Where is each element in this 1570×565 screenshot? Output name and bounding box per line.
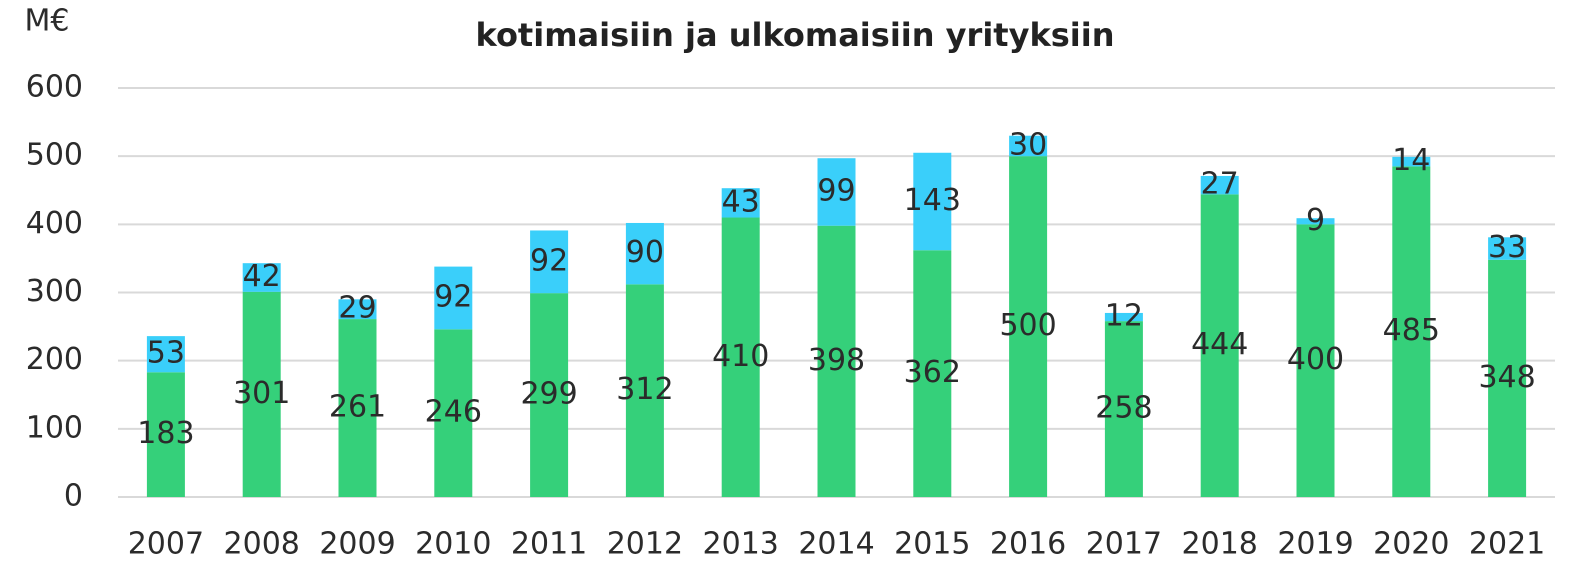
data-label: 246 — [425, 395, 482, 430]
y-axis-label: M€ — [25, 4, 70, 39]
data-label: 33 — [1488, 230, 1526, 265]
x-tick-label: 2008 — [224, 527, 300, 562]
bar-segment — [913, 250, 952, 497]
x-tick-label: 2014 — [798, 527, 874, 562]
x-tick-label: 2018 — [1182, 527, 1258, 562]
bar-segment — [338, 319, 377, 497]
data-label: 398 — [808, 343, 865, 378]
y-tick-label: 200 — [26, 342, 83, 377]
data-label: 27 — [1201, 167, 1239, 202]
data-label: 92 — [530, 243, 568, 278]
y-tick-label: 600 — [26, 70, 83, 105]
x-tick-label: 2007 — [128, 527, 204, 562]
y-tick-label: 100 — [26, 410, 83, 445]
bar-segment — [434, 266, 473, 330]
data-label: 183 — [137, 416, 194, 451]
bar-segment — [530, 293, 569, 497]
data-label: 500 — [999, 308, 1056, 343]
x-tick-label: 2017 — [1086, 527, 1162, 562]
data-label: 362 — [904, 355, 961, 390]
bar-segment — [1296, 218, 1335, 225]
y-tick-label: 300 — [26, 274, 83, 309]
bar-segment — [1104, 312, 1143, 322]
bar-segment — [338, 299, 377, 320]
bar-segment — [1488, 259, 1527, 497]
bar-segment — [434, 329, 473, 497]
bar-segment — [913, 152, 952, 251]
data-label: 299 — [520, 377, 577, 412]
data-label: 312 — [616, 372, 673, 407]
bar-segment — [625, 284, 664, 497]
x-tick-label: 2011 — [511, 527, 587, 562]
data-label: 42 — [243, 259, 281, 294]
x-tick-label: 2020 — [1373, 527, 1449, 562]
data-label: 410 — [712, 339, 769, 374]
data-label: 444 — [1191, 327, 1248, 362]
data-label: 9 — [1306, 203, 1325, 238]
bar-segment — [721, 217, 760, 497]
x-tick-label: 2012 — [607, 527, 683, 562]
x-tick-label: 2009 — [319, 527, 395, 562]
bar-segment — [242, 291, 281, 497]
data-label: 12 — [1105, 299, 1143, 334]
x-tick-label: 2019 — [1277, 527, 1353, 562]
data-label: 43 — [722, 184, 760, 219]
data-label: 53 — [147, 336, 185, 371]
data-label: 143 — [904, 183, 961, 218]
x-tick-label: 2021 — [1469, 527, 1545, 562]
data-label: 485 — [1383, 313, 1440, 348]
data-label: 258 — [1095, 391, 1152, 426]
bar-segment — [146, 336, 185, 373]
bar-segment — [146, 372, 185, 497]
data-label: 400 — [1287, 342, 1344, 377]
bar-segment — [1392, 156, 1431, 167]
y-tick-label: 400 — [26, 206, 83, 241]
bar-segment — [721, 188, 760, 218]
data-label: 92 — [434, 279, 472, 314]
bar-segment — [1104, 321, 1143, 497]
data-label: 29 — [338, 291, 376, 326]
y-tick-label: 500 — [26, 138, 83, 173]
x-tick-label: 2016 — [990, 527, 1066, 562]
x-tick-label: 2015 — [894, 527, 970, 562]
bar-segment — [1009, 156, 1048, 497]
bar-segment — [1488, 237, 1527, 260]
x-tick-label: 2010 — [415, 527, 491, 562]
bar-segment — [530, 230, 569, 294]
data-label: 301 — [233, 376, 290, 411]
bar-segment — [1296, 224, 1335, 498]
bar-segment — [817, 158, 856, 226]
bar-segment — [1392, 166, 1431, 497]
bar-segment — [242, 263, 281, 292]
data-label: 261 — [329, 390, 386, 425]
data-label: 90 — [626, 235, 664, 270]
bar-segment — [817, 225, 856, 498]
bar-segment — [1200, 175, 1239, 195]
bar-segment — [625, 222, 664, 285]
data-label: 99 — [817, 173, 855, 208]
chart-title: kotimaisiin ja ulkomaisiin yrityksiin — [476, 16, 1115, 54]
data-label: 14 — [1392, 143, 1430, 178]
x-tick-label: 2013 — [703, 527, 779, 562]
data-label: 348 — [1478, 360, 1535, 395]
bar-segment — [1009, 135, 1048, 157]
bar-segment — [1200, 194, 1239, 497]
y-tick-label: 0 — [64, 479, 83, 514]
data-label: 30 — [1009, 127, 1047, 162]
